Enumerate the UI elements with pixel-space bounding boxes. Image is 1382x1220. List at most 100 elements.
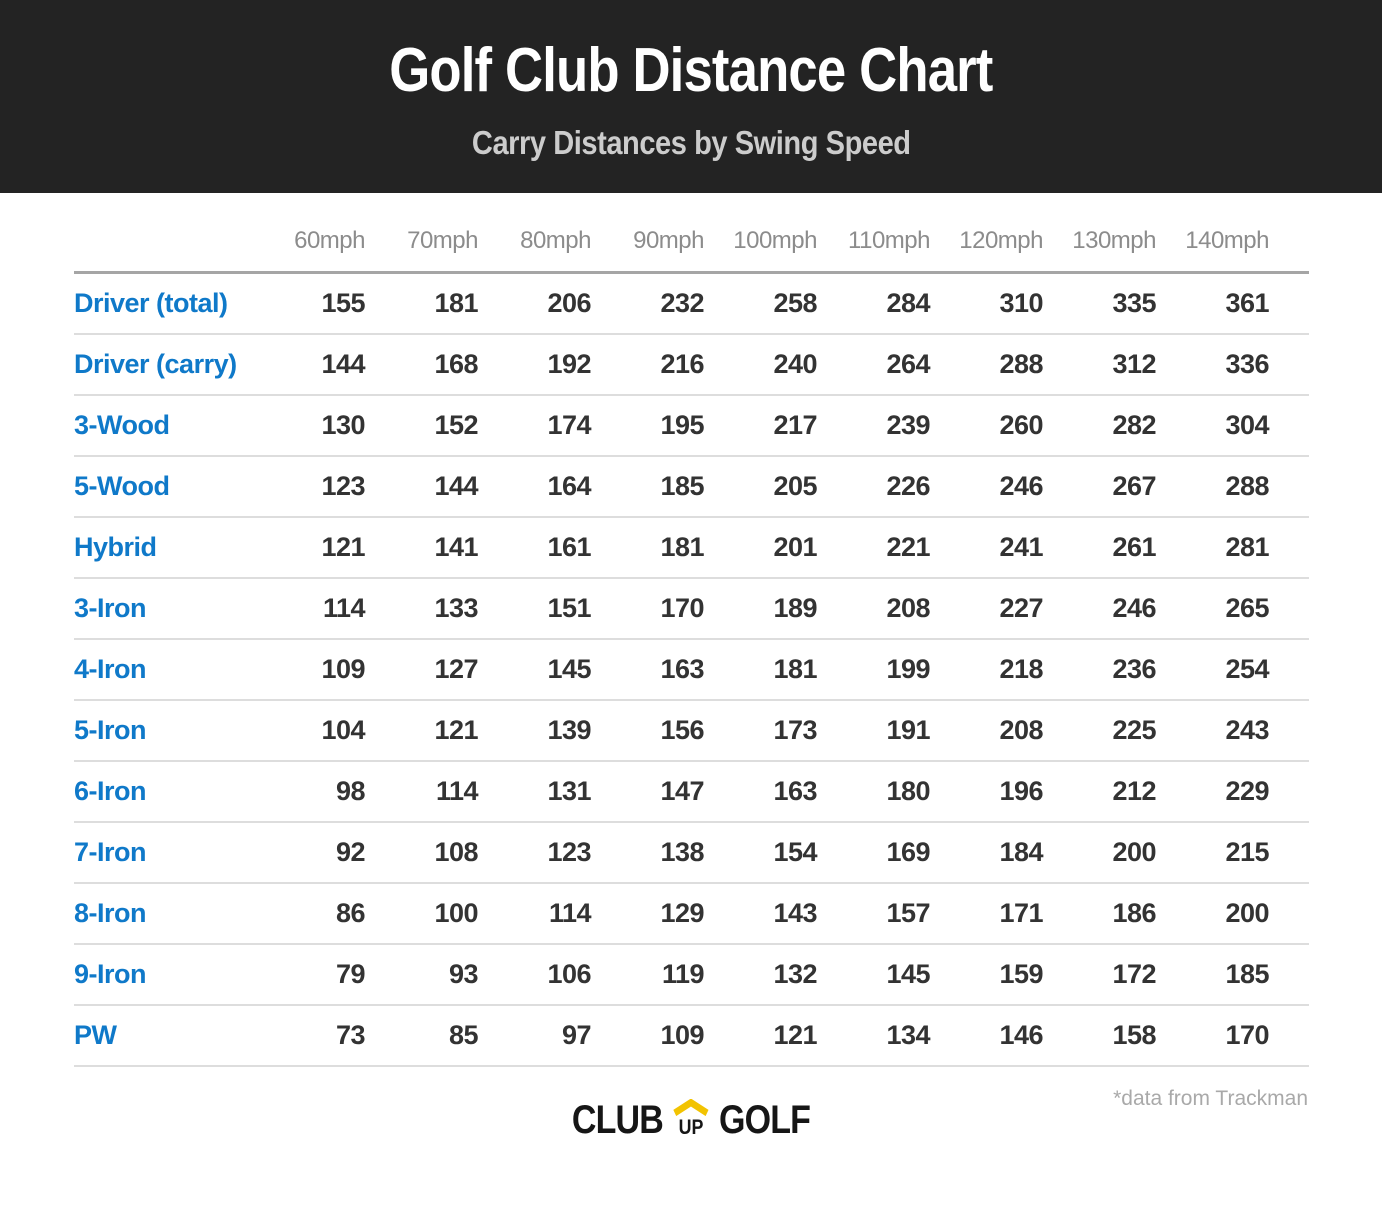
distance-value: 217 — [704, 394, 818, 457]
distance-value: 282 — [1043, 394, 1157, 457]
distance-value: 106 — [478, 943, 592, 1006]
distance-value: 155 — [252, 272, 366, 335]
speed-column-header: 110mph — [817, 193, 931, 274]
chevron-up-icon — [673, 1098, 709, 1116]
distance-value: 200 — [1156, 882, 1309, 945]
table-row: 6-Iron 98 114 131 147 163 180 196 212 229 — [74, 760, 1309, 823]
distance-value: 121 — [365, 699, 479, 762]
distance-value: 181 — [365, 272, 479, 335]
distance-value: 114 — [478, 882, 592, 945]
distance-value: 114 — [365, 760, 479, 823]
club-label: Driver (carry) — [74, 333, 252, 396]
distance-value: 129 — [591, 882, 705, 945]
distance-value: 201 — [704, 516, 818, 579]
distance-value: 226 — [817, 455, 931, 518]
distance-value: 98 — [252, 760, 366, 823]
distance-value: 241 — [930, 516, 1044, 579]
distance-value: 312 — [1043, 333, 1157, 396]
club-label: Driver (total) — [74, 272, 252, 335]
table-row: PW 73 85 97 109 121 134 146 158 170 — [74, 1004, 1309, 1067]
distance-value: 304 — [1156, 394, 1309, 457]
distance-value: 288 — [1156, 455, 1309, 518]
distance-value: 152 — [365, 394, 479, 457]
distance-value: 123 — [252, 455, 366, 518]
distance-value: 264 — [817, 333, 931, 396]
club-label: 5-Wood — [74, 455, 252, 518]
distance-value: 265 — [1156, 577, 1309, 640]
distance-value: 229 — [1156, 760, 1309, 823]
speed-column-header: 60mph — [252, 193, 366, 274]
distance-value: 240 — [704, 333, 818, 396]
distance-value: 134 — [817, 1004, 931, 1067]
distance-value: 243 — [1156, 699, 1309, 762]
logo-word-golf: GOLF — [719, 1097, 811, 1142]
distance-value: 225 — [1043, 699, 1157, 762]
table-body: Driver (total) 155 181 206 232 258 284 310 335 36… — [74, 272, 1309, 1067]
distance-value: 218 — [930, 638, 1044, 701]
distance-value: 261 — [1043, 516, 1157, 579]
distance-value: 157 — [817, 882, 931, 945]
distance-value: 159 — [930, 943, 1044, 1006]
logo-word-up: UP — [678, 1115, 704, 1139]
distance-value: 215 — [1156, 821, 1309, 884]
distance-value: 199 — [817, 638, 931, 701]
distance-value: 181 — [591, 516, 705, 579]
distance-value: 145 — [478, 638, 592, 701]
distance-value: 133 — [365, 577, 479, 640]
club-label: 5-Iron — [74, 699, 252, 762]
club-label: 7-Iron — [74, 821, 252, 884]
distance-value: 97 — [478, 1004, 592, 1067]
distance-value: 123 — [478, 821, 592, 884]
distance-value: 163 — [591, 638, 705, 701]
page-title: Golf Club Distance Chart — [389, 36, 993, 105]
table-row: Hybrid 121 141 161 181 201 221 241 261 281 — [74, 516, 1309, 579]
distance-value: 227 — [930, 577, 1044, 640]
distance-value: 186 — [1043, 882, 1157, 945]
distance-value: 172 — [1043, 943, 1157, 1006]
distance-value: 119 — [591, 943, 705, 1006]
club-label: 8-Iron — [74, 882, 252, 945]
distance-value: 173 — [704, 699, 818, 762]
distance-value: 147 — [591, 760, 705, 823]
distance-value: 161 — [478, 516, 592, 579]
table-row: 8-Iron 86 100 114 129 143 157 171 186 200 — [74, 882, 1309, 945]
logo-word-club: CLUB — [571, 1097, 664, 1142]
distance-value: 310 — [930, 272, 1044, 335]
distance-value: 212 — [1043, 760, 1157, 823]
footer: *data from Trackman CLUB UP GOLF — [74, 1067, 1308, 1197]
club-label: 3-Wood — [74, 394, 252, 457]
distance-value: 131 — [478, 760, 592, 823]
distance-value: 121 — [252, 516, 366, 579]
speed-header-row: 60mph 70mph 80mph 90mph 100mph 110mph 120mph 13… — [74, 193, 1309, 274]
distance-value: 130 — [252, 394, 366, 457]
club-column-header — [74, 193, 252, 274]
page-subtitle: Carry Distances by Swing Speed — [471, 124, 911, 161]
distance-value: 185 — [1156, 943, 1309, 1006]
table-row: 7-Iron 92 108 123 138 154 169 184 200 215 — [74, 821, 1309, 884]
distance-value: 170 — [1156, 1004, 1309, 1067]
distance-value: 154 — [704, 821, 818, 884]
title-banner: Golf Club Distance Chart Carry Distances… — [0, 0, 1382, 193]
distance-value: 195 — [591, 394, 705, 457]
distance-value: 92 — [252, 821, 366, 884]
distance-value: 208 — [930, 699, 1044, 762]
club-label: 6-Iron — [74, 760, 252, 823]
speed-column-header: 130mph — [1043, 193, 1157, 274]
distance-table-wrap: 60mph 70mph 80mph 90mph 100mph 110mph 120mph 13… — [74, 193, 1309, 1067]
speed-column-header: 120mph — [930, 193, 1044, 274]
distance-value: 114 — [252, 577, 366, 640]
distance-value: 335 — [1043, 272, 1157, 335]
distance-value: 121 — [704, 1004, 818, 1067]
distance-value: 158 — [1043, 1004, 1157, 1067]
distance-value: 239 — [817, 394, 931, 457]
speed-column-header: 70mph — [365, 193, 479, 274]
distance-value: 100 — [365, 882, 479, 945]
distance-value: 169 — [817, 821, 931, 884]
table-head: 60mph 70mph 80mph 90mph 100mph 110mph 120mph 13… — [74, 193, 1309, 274]
logo-up-block: UP — [671, 1098, 710, 1139]
distance-value: 196 — [930, 760, 1044, 823]
distance-value: 246 — [1043, 577, 1157, 640]
distance-table: 60mph 70mph 80mph 90mph 100mph 110mph 120mph 13… — [74, 193, 1309, 1067]
distance-value: 221 — [817, 516, 931, 579]
distance-value: 108 — [365, 821, 479, 884]
